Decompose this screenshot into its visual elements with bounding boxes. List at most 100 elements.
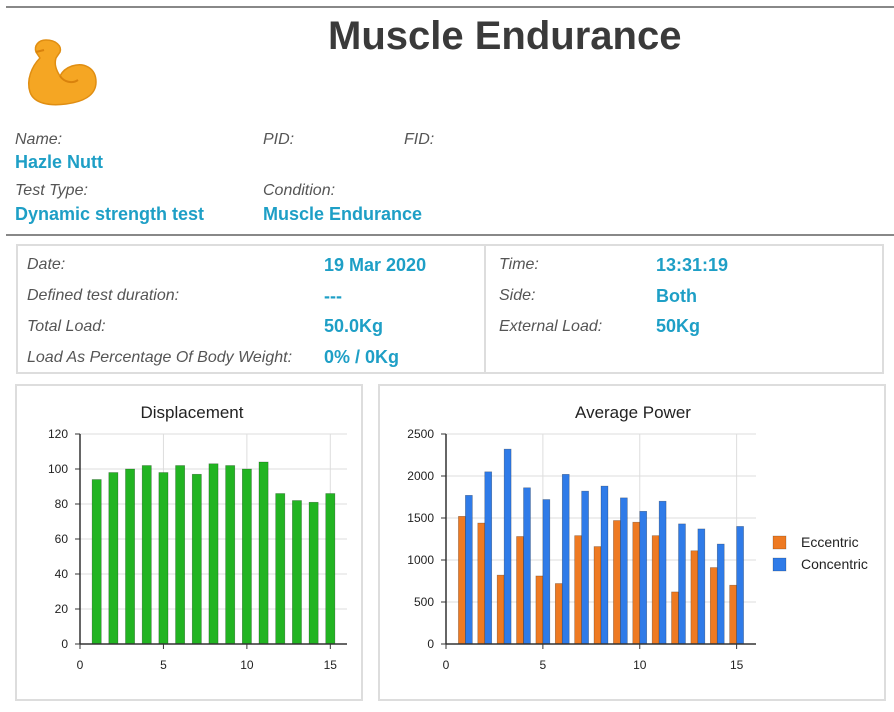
external-load-value: 50Kg: [656, 316, 701, 336]
y-tick-label: 2000: [407, 469, 434, 483]
time-value: 13:31:19: [656, 255, 729, 275]
series-bar: [125, 468, 135, 645]
total-load-label: Total Load:: [27, 318, 106, 335]
eccentric-bar: [709, 567, 718, 645]
displacement-chart: Displacement 0 20 40 60 80 100 120 0 5 10 15: [48, 403, 347, 672]
details-column-divider: [484, 246, 486, 372]
load-percentage-value: 0% / 0Kg: [324, 347, 400, 367]
y-tick-label: 1000: [407, 553, 434, 567]
average-power-chart-panel: Average Power 0 500 1000 1500 2000 2500 0 5 10 15 E…: [378, 384, 886, 701]
y-tick-label: 500: [414, 595, 434, 609]
external-load-label: External Load:: [499, 318, 603, 335]
x-tick-label: 0: [443, 658, 450, 672]
series-bar: [225, 465, 236, 645]
eccentric-bar: [613, 520, 621, 645]
condition-value: Muscle Endurance: [263, 204, 423, 224]
chart-title: Average Power: [575, 403, 691, 422]
side-value: Both: [656, 286, 697, 306]
average-power-chart: Average Power 0 500 1000 1500 2000 2500 0 5 10 15 E…: [407, 403, 868, 672]
series-bar: [258, 461, 269, 645]
displacement-chart-panel: Displacement 0 20 40 60 80 100 120 0 5 10 15: [15, 384, 363, 701]
concentric-bar: [484, 471, 493, 645]
pid-label: PID:: [263, 131, 295, 148]
series-bar: [108, 472, 119, 645]
series-bar: [208, 463, 219, 645]
eccentric-legend-swatch: [772, 535, 787, 550]
y-tick-label: 0: [427, 637, 434, 651]
x-tick-label: 10: [633, 658, 647, 672]
y-tick-label: 1500: [407, 511, 434, 525]
section-divider: [6, 234, 894, 236]
duration-label: Defined test duration:: [27, 287, 180, 304]
time-label: Time:: [499, 256, 539, 273]
eccentric-bar: [690, 550, 699, 645]
concentric-bar: [561, 474, 570, 645]
y-tick-label: 2500: [407, 427, 434, 441]
series-bar: [308, 501, 319, 645]
concentric-bar: [736, 526, 744, 645]
x-tick-label: 5: [160, 658, 167, 672]
concentric-bar: [716, 543, 725, 645]
fid-label: FID:: [404, 131, 435, 148]
eccentric-bar: [516, 536, 524, 645]
condition-label: Condition:: [263, 182, 336, 199]
concentric-bar: [542, 499, 551, 645]
concentric-bar: [581, 490, 589, 645]
series-bar: [292, 500, 302, 645]
x-tick-label: 0: [77, 658, 84, 672]
concentric-bar: [620, 497, 628, 645]
series-bar: [91, 479, 102, 645]
load-percentage-label: Load As Percentage Of Body Weight:: [27, 349, 293, 366]
y-tick-label: 60: [55, 532, 69, 546]
eccentric-bar: [671, 591, 679, 645]
test-type-value: Dynamic strength test: [15, 204, 205, 224]
series-bar: [191, 473, 202, 645]
eccentric-bar: [632, 521, 641, 645]
concentric-legend-swatch: [772, 557, 787, 572]
chart-title: Displacement: [141, 403, 244, 422]
concentric-bar: [678, 523, 686, 645]
concentric-legend-label: Concentric: [801, 556, 868, 572]
eccentric-bar: [729, 584, 737, 645]
eccentric-bar: [651, 535, 660, 645]
series-bar: [325, 493, 336, 645]
x-tick-label: 15: [730, 658, 744, 672]
top-divider: [6, 6, 894, 8]
concentric-bar: [658, 500, 667, 645]
name-label: Name:: [15, 131, 63, 148]
series-bar: [175, 465, 186, 645]
name-value: Hazle Nutt: [15, 152, 104, 172]
flexed-bicep-icon: [28, 39, 97, 106]
y-tick-label: 120: [48, 427, 68, 441]
y-tick-label: 0: [61, 637, 68, 651]
eccentric-legend-label: Eccentric: [801, 534, 859, 550]
x-tick-label: 10: [240, 658, 254, 672]
report-title: Muscle Endurance: [328, 14, 682, 58]
eccentric-bar: [458, 516, 466, 645]
side-label: Side:: [499, 287, 536, 304]
test-details-panel: [16, 244, 884, 374]
eccentric-bar: [593, 546, 602, 645]
concentric-bar: [503, 448, 512, 645]
date-label: Date:: [27, 256, 66, 273]
duration-value: ---: [324, 286, 342, 306]
eccentric-bar: [477, 522, 486, 645]
y-tick-label: 40: [55, 567, 69, 581]
concentric-bar: [697, 528, 706, 645]
concentric-bar: [465, 495, 473, 645]
concentric-bar: [523, 487, 531, 645]
eccentric-bar: [535, 575, 544, 645]
date-value: 19 Mar 2020: [324, 255, 427, 275]
x-tick-label: 5: [540, 658, 547, 672]
y-tick-label: 80: [55, 497, 69, 511]
series-bar: [275, 493, 286, 645]
series-bar: [241, 468, 252, 645]
series-bar: [158, 472, 169, 645]
eccentric-bar: [574, 535, 582, 645]
series-bar: [141, 465, 152, 645]
total-load-value: 50.0Kg: [324, 316, 384, 336]
y-tick-label: 100: [48, 462, 68, 476]
eccentric-bar: [554, 583, 563, 645]
eccentric-bar: [496, 574, 505, 645]
x-tick-label: 15: [324, 658, 338, 672]
